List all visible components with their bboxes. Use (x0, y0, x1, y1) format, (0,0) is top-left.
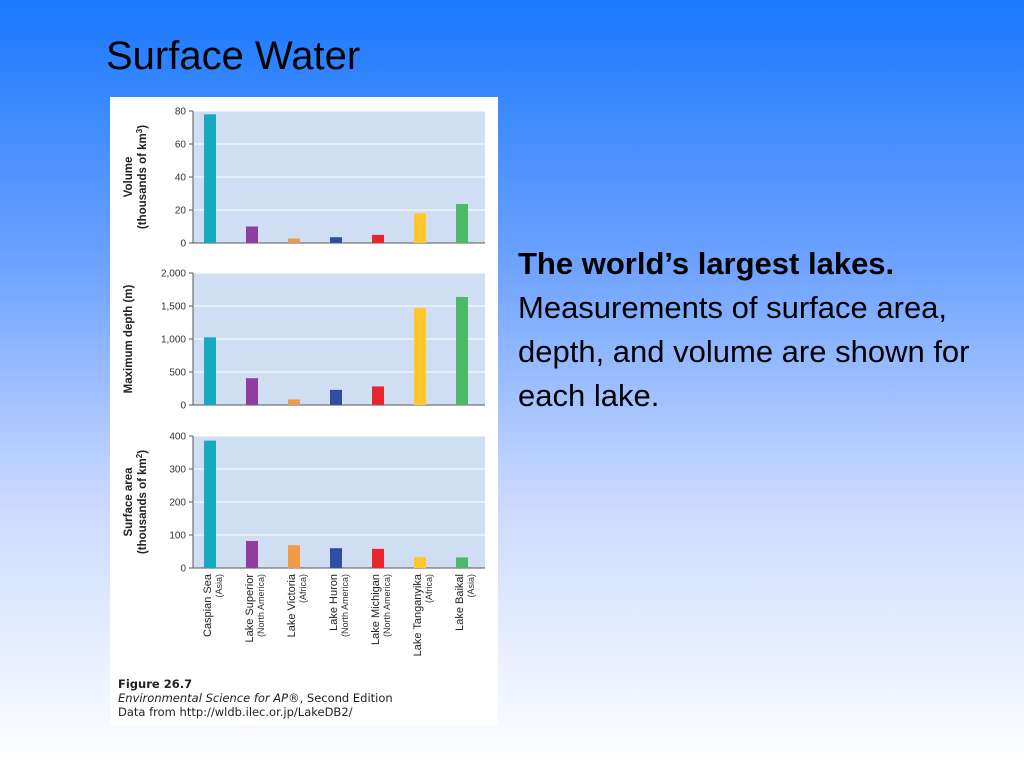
description-body: Measurements of surface area, depth, and… (518, 290, 970, 413)
y-tick-label: 300 (169, 465, 186, 476)
figure-number: Figure 26.7 (118, 677, 193, 691)
bar-lake-michigan (372, 386, 384, 405)
category-region-label: (Africa) (424, 574, 434, 603)
y-tick-label: 0 (180, 239, 186, 250)
y-axis-label: Volume (123, 157, 135, 198)
y-tick-label: 20 (175, 206, 187, 217)
bar-caspian-sea (204, 440, 216, 568)
bar-lake-superior (246, 378, 258, 405)
bar-lake-tanganyika (414, 307, 426, 405)
y-tick-label: 100 (169, 531, 186, 542)
bar-lake-victoria (288, 545, 300, 568)
slide-description: The world’s largest lakes. Measurements … (518, 242, 978, 418)
y-tick-label: 0 (180, 401, 186, 412)
category-label: Lake Michigan (370, 574, 382, 645)
bar-lake-victoria (288, 399, 300, 405)
category-region-label: (North America) (382, 574, 392, 637)
y-tick-label: 80 (175, 107, 187, 118)
lake-figure: 0 20 40 60 80 Volume (thousands of km3) 0 500 1,0… (110, 97, 498, 725)
bar-lake-baikal (456, 296, 468, 405)
category-label: Lake Superior (244, 574, 256, 643)
description-heading: The world’s largest lakes. (518, 246, 895, 281)
book-title: Environmental Science for AP® (118, 691, 300, 705)
slide-title: Surface Water (106, 34, 361, 78)
bar-lake-superior (246, 226, 258, 243)
figure-caption: Figure 26.7 Environmental Science for AP… (118, 677, 393, 719)
y-tick-label: 2,000 (161, 269, 186, 280)
bar-caspian-sea (204, 337, 216, 405)
category-region-label: (Asia) (214, 574, 224, 598)
bar-lake-baikal (456, 557, 468, 568)
category-region-label: (North America) (340, 574, 350, 637)
y-axis-label: Surface area (123, 467, 135, 537)
category-label: Caspian Sea (202, 573, 214, 637)
y-tick-label: 500 (169, 368, 186, 379)
category-label: Lake Baikal (454, 574, 466, 631)
y-tick-label: 1,000 (161, 335, 186, 346)
lake-bar-charts: 0 20 40 60 80 Volume (thousands of km3) 0 500 1,0… (123, 107, 485, 656)
figure-source: Data from http://wldb.ilec.or.jp/LakeDB2… (118, 705, 353, 719)
bar-lake-huron (330, 548, 342, 568)
bar-lake-huron (330, 389, 342, 405)
category-label: Lake Tanganyika (412, 573, 424, 656)
category-region-label: (Asia) (466, 574, 476, 598)
category-label: Lake Huron (328, 574, 340, 631)
category-region-label: (Africa) (298, 574, 308, 603)
bar-lake-michigan (372, 548, 384, 568)
bar-caspian-sea (204, 114, 216, 243)
bar-lake-baikal (456, 204, 468, 243)
bar-lake-victoria (288, 238, 300, 243)
y-tick-label: 400 (169, 432, 186, 443)
bar-lake-tanganyika (414, 213, 426, 243)
y-axis-label-units: (thousands of km2) (135, 450, 149, 554)
bar-lake-tanganyika (414, 557, 426, 568)
category-region-label: (North America) (256, 574, 266, 637)
y-axis-label: Maximum depth (m) (123, 285, 135, 394)
category-label: Lake Victoria (286, 573, 298, 637)
y-tick-label: 200 (169, 498, 186, 509)
y-tick-label: 0 (180, 564, 186, 575)
bar-lake-huron (330, 237, 342, 243)
y-tick-label: 40 (175, 173, 187, 184)
y-tick-label: 60 (175, 140, 187, 151)
figure-book-line: Environmental Science for AP®, Second Ed… (118, 691, 393, 705)
book-edition: , Second Edition (299, 691, 393, 705)
bar-lake-michigan (372, 234, 384, 243)
y-tick-label: 1,500 (161, 302, 186, 313)
y-axis-label-units: (thousands of km3) (135, 125, 149, 229)
bar-lake-superior (246, 540, 258, 568)
